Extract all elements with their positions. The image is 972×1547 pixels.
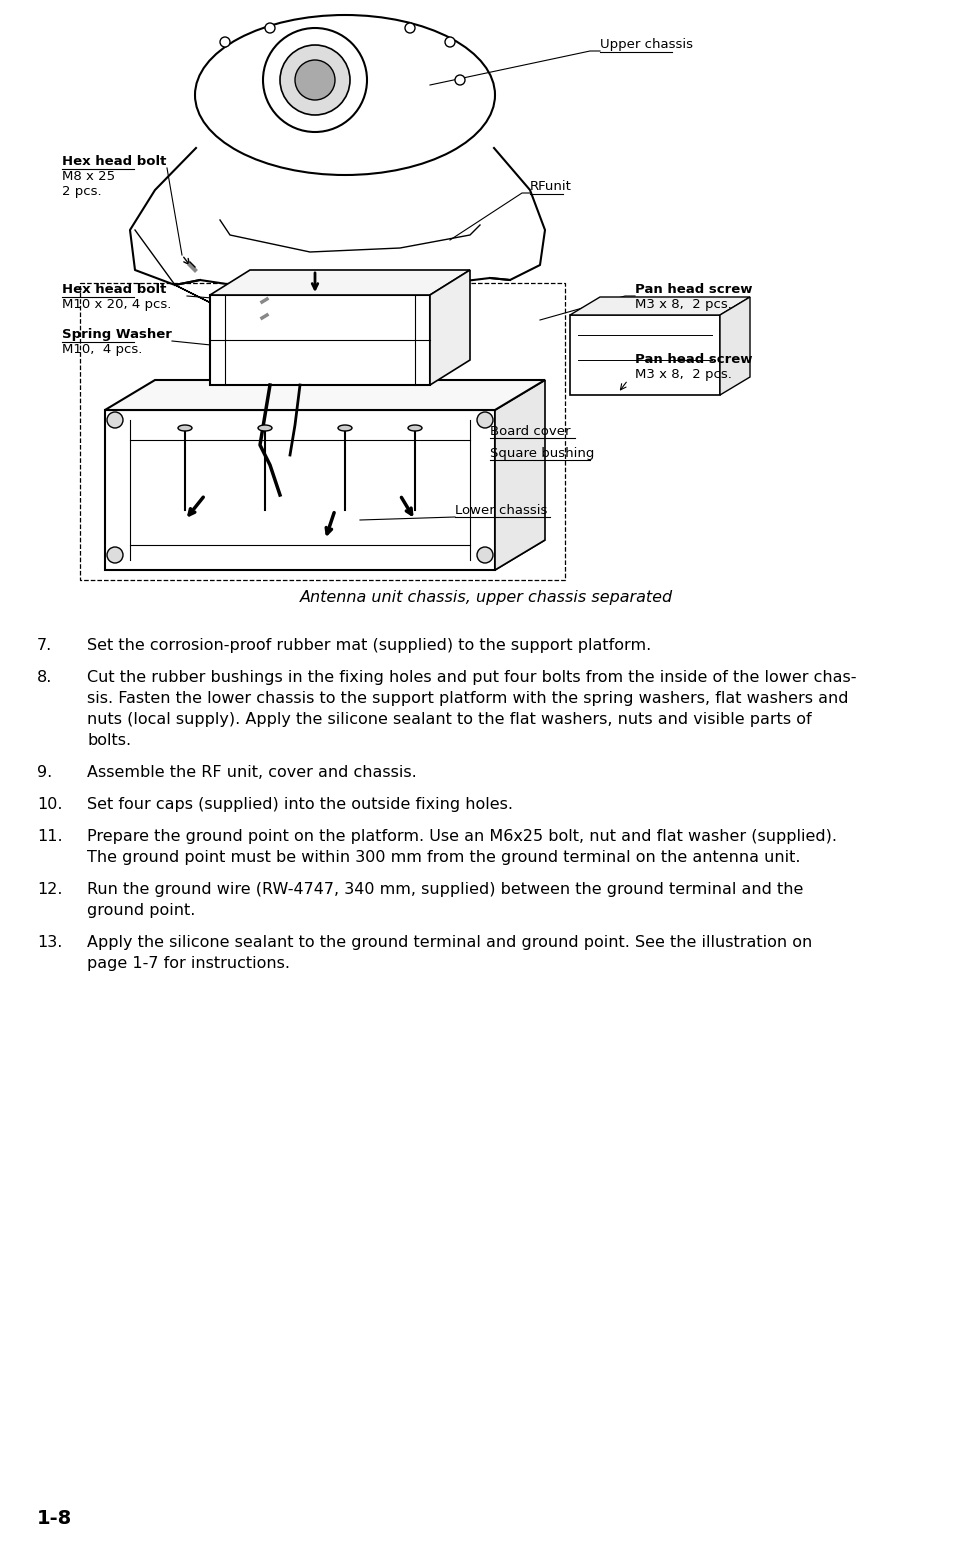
Text: 1-8: 1-8 <box>37 1508 72 1528</box>
Text: Antenna unit chassis, upper chassis separated: Antenna unit chassis, upper chassis sepa… <box>299 589 673 605</box>
Circle shape <box>107 548 123 563</box>
Ellipse shape <box>408 425 422 432</box>
Circle shape <box>405 23 415 32</box>
Text: ground point.: ground point. <box>87 903 195 917</box>
Text: Hex head bolt: Hex head bolt <box>62 155 166 169</box>
Polygon shape <box>720 297 750 394</box>
Text: 10.: 10. <box>37 797 62 812</box>
Bar <box>570 316 720 394</box>
Polygon shape <box>105 540 545 569</box>
Text: Spring Washer: Spring Washer <box>62 328 172 340</box>
Circle shape <box>477 412 493 429</box>
Text: Set the corrosion-proof rubber mat (supplied) to the support platform.: Set the corrosion-proof rubber mat (supp… <box>87 637 651 653</box>
Text: Pan head screw: Pan head screw <box>635 283 752 295</box>
Text: 9.: 9. <box>37 766 52 780</box>
Text: Square bushing: Square bushing <box>490 447 594 459</box>
Text: 12.: 12. <box>37 882 62 897</box>
Circle shape <box>263 28 367 131</box>
Circle shape <box>477 548 493 563</box>
Text: Run the ground wire (RW-4747, 340 mm, supplied) between the ground terminal and : Run the ground wire (RW-4747, 340 mm, su… <box>87 882 804 897</box>
Text: Cut the rubber bushings in the fixing holes and put four bolts from the inside o: Cut the rubber bushings in the fixing ho… <box>87 670 856 685</box>
Polygon shape <box>210 271 470 295</box>
Text: Pan head screw: Pan head screw <box>635 353 752 367</box>
Text: M8 x 25: M8 x 25 <box>62 170 115 183</box>
Text: sis. Fasten the lower chassis to the support platform with the spring washers, f: sis. Fasten the lower chassis to the sup… <box>87 692 849 705</box>
Circle shape <box>455 74 465 85</box>
Text: 2 pcs.: 2 pcs. <box>62 186 102 198</box>
Polygon shape <box>430 271 470 385</box>
Text: M10,  4 pcs.: M10, 4 pcs. <box>62 343 142 356</box>
Polygon shape <box>105 381 545 410</box>
Text: 8.: 8. <box>37 670 52 685</box>
Text: Prepare the ground point on the platform. Use an M6x25 bolt, nut and flat washer: Prepare the ground point on the platform… <box>87 829 837 845</box>
Text: Hex head bolt: Hex head bolt <box>62 283 166 295</box>
Circle shape <box>280 45 350 114</box>
Text: Upper chassis: Upper chassis <box>600 39 693 51</box>
Circle shape <box>220 37 230 46</box>
Ellipse shape <box>178 425 192 432</box>
Text: Assemble the RF unit, cover and chassis.: Assemble the RF unit, cover and chassis. <box>87 766 417 780</box>
Polygon shape <box>570 297 750 316</box>
Text: The ground point must be within 300 mm from the ground terminal on the antenna u: The ground point must be within 300 mm f… <box>87 849 801 865</box>
Text: Set four caps (supplied) into the outside fixing holes.: Set four caps (supplied) into the outsid… <box>87 797 513 812</box>
Bar <box>210 295 430 385</box>
Text: bolts.: bolts. <box>87 733 131 749</box>
Text: RFunit: RFunit <box>530 179 572 193</box>
Text: nuts (local supply). Apply the silicone sealant to the flat washers, nuts and vi: nuts (local supply). Apply the silicone … <box>87 712 812 727</box>
Ellipse shape <box>338 425 352 432</box>
Circle shape <box>295 60 335 101</box>
Text: 7.: 7. <box>37 637 52 653</box>
Text: M10 x 20, 4 pcs.: M10 x 20, 4 pcs. <box>62 299 171 311</box>
Text: M3 x 8,  2 pcs.: M3 x 8, 2 pcs. <box>635 368 732 381</box>
Text: 13.: 13. <box>37 934 62 950</box>
Bar <box>105 410 495 569</box>
Circle shape <box>107 412 123 429</box>
Text: page 1-7 for instructions.: page 1-7 for instructions. <box>87 956 290 972</box>
Circle shape <box>445 37 455 46</box>
Text: M3 x 8,  2 pcs.: M3 x 8, 2 pcs. <box>635 299 732 311</box>
Text: Apply the silicone sealant to the ground terminal and ground point. See the illu: Apply the silicone sealant to the ground… <box>87 934 813 950</box>
Text: 11.: 11. <box>37 829 62 845</box>
Circle shape <box>265 23 275 32</box>
Polygon shape <box>495 381 545 569</box>
Text: Board cover: Board cover <box>490 425 571 438</box>
Ellipse shape <box>258 425 272 432</box>
Text: Lower chassis: Lower chassis <box>455 504 547 517</box>
Ellipse shape <box>195 15 495 175</box>
